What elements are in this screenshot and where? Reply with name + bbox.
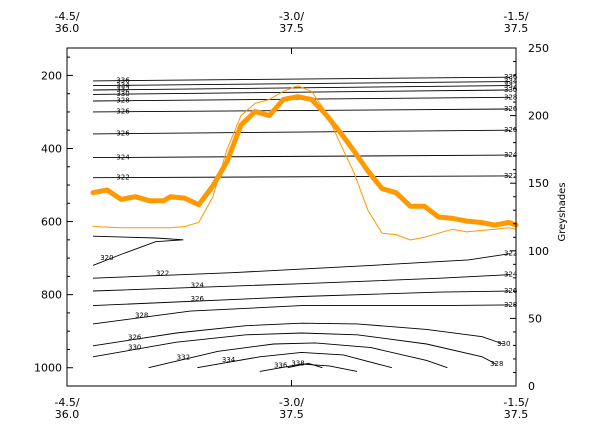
contour-label: 322 [504, 172, 517, 180]
contour-label: 324 [116, 153, 130, 161]
contour-label: 330 [116, 90, 129, 98]
contour-label: 332 [504, 82, 517, 90]
contour-label: 322 [116, 174, 129, 182]
x-tick-label-bottom: -3.0/ [279, 396, 304, 409]
contour-label: 334 [504, 78, 518, 86]
y-tick-label-left: 800 [41, 289, 62, 302]
contour-label: 336 [116, 77, 130, 85]
y-tick-label-right: 200 [528, 110, 549, 123]
axes: -4.5/36.0-4.5/36.0-3.0/37.5-3.0/37.5-1.5… [34, 10, 549, 421]
contour-label: 326 [504, 105, 518, 113]
contour-label: 330 [504, 86, 517, 94]
contour-label: 326 [504, 287, 518, 295]
greyshade-series [90, 85, 519, 241]
contour-label: 326 [128, 333, 142, 341]
contour-line [92, 108, 511, 113]
y-tick-label-right: 250 [528, 42, 549, 55]
contour-line [197, 351, 393, 369]
x-tick-label-bottom: -1.5/ [503, 396, 528, 409]
contour-line [92, 304, 511, 325]
contour-label: 324 [504, 151, 518, 159]
contour-label: 336 [504, 73, 518, 81]
contour-label: 336 [274, 362, 288, 370]
contour-line [92, 81, 511, 87]
greyshade-line-thin [92, 85, 517, 241]
contour-label: 328 [504, 301, 517, 309]
x-tick-label-bottom: 37.5 [279, 408, 304, 421]
x-tick-label-top: 37.5 [504, 22, 529, 35]
y-tick-label-right: 100 [528, 245, 549, 258]
y-tick-label-left: 400 [41, 142, 62, 155]
x-tick-label-top: -1.5/ [503, 10, 528, 23]
contour-line [287, 362, 323, 369]
contour-line [259, 363, 358, 372]
contour-label: 332 [177, 354, 190, 362]
contour-line [92, 154, 511, 159]
x-tick-label-top: -4.5/ [54, 10, 79, 23]
contour-label: 330 [128, 343, 141, 351]
y-tick-label-right: 150 [528, 177, 549, 190]
contour-label: 326 [116, 108, 130, 116]
contour-line [92, 332, 497, 365]
contour-label: 324 [191, 281, 205, 289]
contour-label: 326 [504, 126, 518, 134]
contour-label: 330 [497, 340, 510, 348]
contour-line [92, 76, 511, 82]
x-tick-label-bottom: 37.5 [504, 408, 529, 421]
contour-label: 334 [222, 356, 236, 364]
contour-line [92, 89, 511, 95]
contour-line [92, 129, 511, 135]
contour-line [92, 253, 511, 279]
contour-label: 328 [504, 93, 517, 101]
contour-label: 322 [156, 269, 169, 277]
contour-label: 334 [116, 81, 130, 89]
contour-label: 332 [116, 86, 129, 94]
x-tick-label-bottom: 36.0 [55, 408, 80, 421]
contour-line [92, 290, 511, 307]
y-tick-label-right: 50 [528, 312, 542, 325]
x-tick-label-top: 37.5 [279, 22, 304, 35]
contour-line [92, 274, 511, 292]
contour-label: 338 [291, 360, 304, 368]
x-tick-label-top: 36.0 [55, 22, 80, 35]
contour-label: 328 [135, 311, 148, 319]
contour-label: 326 [116, 130, 130, 138]
contour-line [92, 175, 511, 179]
y-tick-label-left: 1000 [34, 362, 62, 375]
contour-label: 324 [504, 271, 518, 279]
contour-label: 320 [100, 254, 113, 262]
y-tick-label-right: 0 [528, 380, 535, 393]
contour-label: 328 [490, 360, 503, 368]
contour-line [92, 235, 184, 266]
contour-line [92, 322, 504, 347]
y-tick-label-left: 200 [41, 69, 62, 82]
contour-label: 326 [191, 295, 205, 303]
greyshade-line-thick [90, 94, 519, 228]
x-tick-label-bottom: -4.5/ [54, 396, 79, 409]
contour-line [148, 342, 448, 369]
x-tick-label-top: -3.0/ [279, 10, 304, 23]
y2-axis-title: Greyshades [557, 182, 568, 241]
y-tick-label-left: 600 [41, 216, 62, 229]
contour-label: 322 [504, 250, 517, 258]
contour-label: 328 [116, 97, 129, 105]
